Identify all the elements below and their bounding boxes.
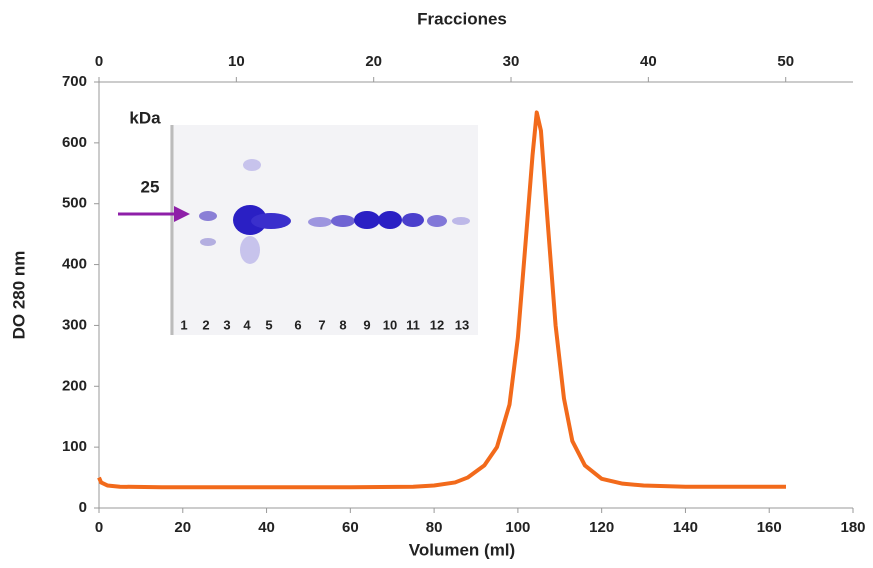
lane-label: 2: [202, 317, 209, 332]
lane-label: 6: [294, 317, 301, 332]
lane-label: 4: [243, 317, 251, 332]
data-line: [97, 110, 786, 490]
lane-label: 8: [339, 317, 346, 332]
x-tick-label: 20: [174, 519, 191, 536]
gel-band: [354, 211, 380, 229]
gel-band: [251, 213, 291, 229]
y-tick-label: 500: [62, 195, 87, 212]
gel-unit-label: kDa: [129, 108, 161, 127]
gel-band: [308, 217, 332, 227]
gel-background: [170, 125, 478, 335]
x-tick-label: 40: [258, 519, 275, 536]
x-tick-label: 140: [673, 519, 698, 536]
x-axis-title: Volumen (ml): [409, 540, 515, 559]
lane-label: 1: [180, 317, 187, 332]
top-tick-label: 20: [365, 53, 382, 70]
top-tick-label: 50: [777, 53, 794, 70]
top-tick-label: 40: [640, 53, 657, 70]
gel-band: [331, 215, 355, 227]
gel-band: [452, 217, 470, 225]
lane-label: 5: [265, 317, 272, 332]
lane-label: 11: [406, 317, 420, 332]
top-tick-label: 30: [503, 53, 520, 70]
x-tick-label: 60: [342, 519, 359, 536]
lane-label: 7: [318, 317, 325, 332]
y-tick-label: 600: [62, 134, 87, 151]
y-tick-label: 0: [79, 499, 87, 516]
lane-label: 3: [223, 317, 230, 332]
top-axis-title: Fracciones: [417, 9, 507, 28]
gel-inset: kDa 25: [118, 108, 478, 335]
y-tick-label: 300: [62, 316, 87, 333]
x-tick-label: 180: [840, 519, 865, 536]
x-tick-label: 80: [426, 519, 443, 536]
y-axis-title: DO 280 nm: [9, 251, 28, 340]
gel-band: [427, 215, 447, 227]
lane-label: 10: [383, 317, 397, 332]
y-tick-label: 400: [62, 256, 87, 273]
x-tick-label: 120: [589, 519, 614, 536]
gel-band: [240, 236, 260, 264]
lane-label: 12: [430, 317, 444, 332]
gel-band: [402, 213, 424, 227]
gel-band: [199, 211, 217, 221]
y-tick-label: 700: [62, 73, 87, 90]
gel-band: [233, 205, 267, 235]
lane-label: 9: [363, 317, 370, 332]
gel-band: [200, 238, 216, 246]
x-tick-label: 160: [757, 519, 782, 536]
y-tick-label: 100: [62, 438, 87, 455]
gel-band: [378, 211, 402, 229]
gel-band: [243, 159, 261, 171]
x-tick-label: 100: [505, 519, 530, 536]
y-tick-label: 200: [62, 377, 87, 394]
gel-marker-label: 25: [141, 177, 160, 196]
x-tick-label: 0: [95, 519, 103, 536]
top-tick-label: 0: [95, 53, 103, 70]
lane-label: 13: [455, 317, 469, 332]
top-tick-label: 10: [228, 53, 245, 70]
gel-arrow-head: [174, 206, 190, 222]
